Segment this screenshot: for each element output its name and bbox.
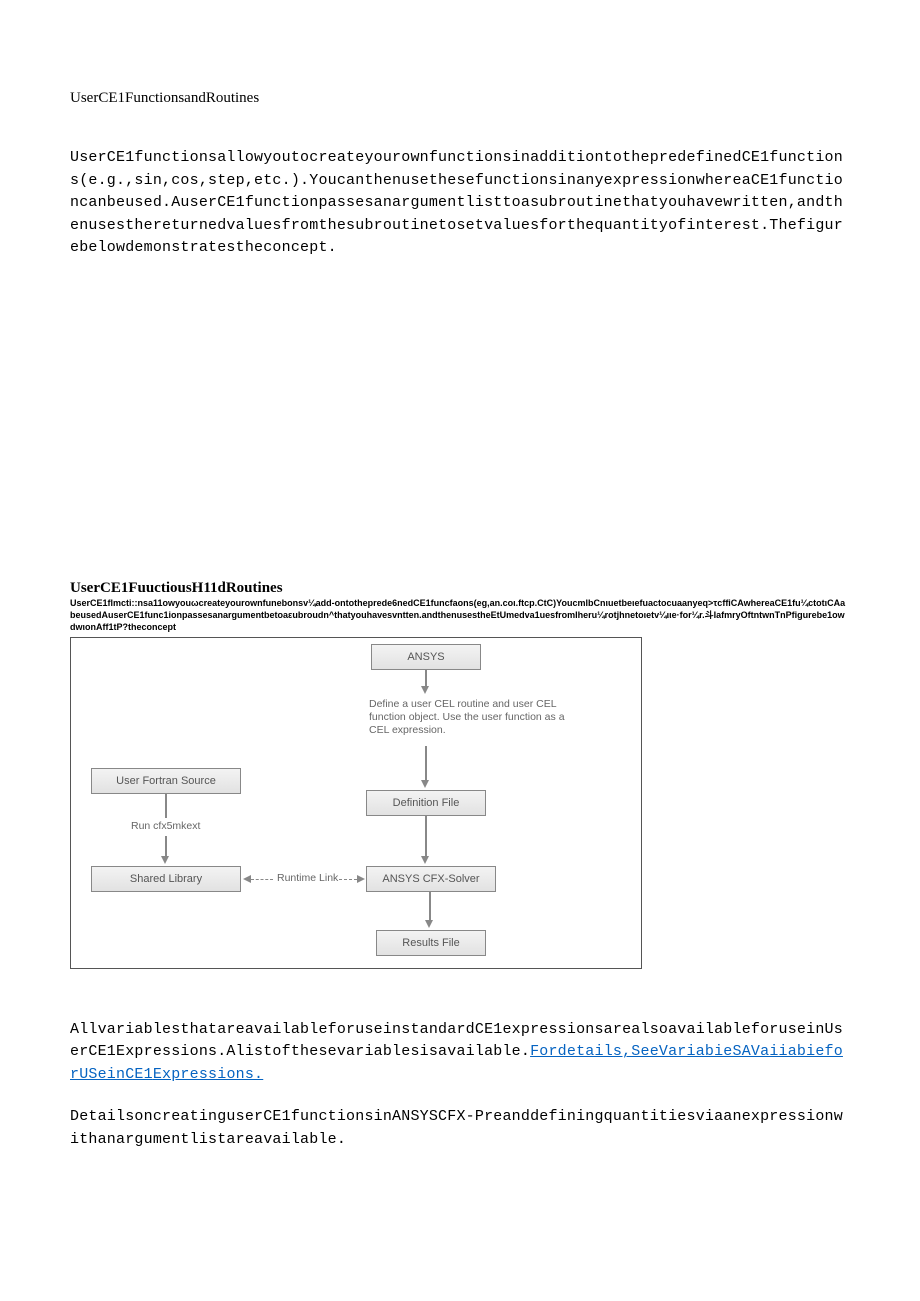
arrow-head-down-icon	[161, 856, 169, 864]
node-label: Definition File	[393, 797, 460, 809]
arrow-head-right-icon	[357, 875, 365, 883]
node-ansys: ANSYS	[371, 644, 481, 670]
node-label: ANSYS CFX-Solver	[382, 873, 479, 885]
intro-paragraph: UserCE1functionsallowyoutocreateyourownf…	[70, 147, 850, 260]
arrow-line	[429, 892, 431, 922]
annotation-define: Define a user CEL routine and user CEL f…	[369, 698, 569, 737]
page-title: UserCE1FunctionsandRoutines	[70, 90, 850, 107]
body-paragraph-3: DetailsoncreatinguserCE1functionsinANSYS…	[70, 1106, 850, 1151]
body-paragraph-2: Allvariablesthatareavailableforuseinstan…	[70, 1019, 850, 1087]
dashed-line	[339, 879, 357, 880]
annotation-run: Run cfx5mkext	[131, 820, 200, 833]
dashed-line	[251, 879, 273, 880]
body2-post-text: Expressions.	[153, 1066, 263, 1083]
node-solver: ANSYS CFX-Solver	[366, 866, 496, 892]
arrow-head-down-icon	[421, 686, 429, 694]
spacer	[70, 280, 850, 580]
arrow-line	[165, 794, 167, 818]
node-label: Shared Library	[130, 873, 202, 885]
node-definition-file: Definition File	[366, 790, 486, 816]
node-shared-library: Shared Library	[91, 866, 241, 892]
flowchart-diagram: ANSYS Define a user CEL routine and user…	[70, 637, 642, 969]
arrow-head-down-icon	[425, 920, 433, 928]
node-user-fortran: User Fortran Source	[91, 768, 241, 794]
tiny-ocr-text: UserCE1flmcti::nsa11owyouωcreateyourownf…	[70, 597, 850, 633]
arrow-head-down-icon	[421, 856, 429, 864]
arrow-line	[425, 746, 427, 782]
document-page: UserCE1FunctionsandRoutines UserCE1funct…	[0, 0, 920, 1231]
node-results-file: Results File	[376, 930, 486, 956]
annotation-runtime-link: Runtime Link	[277, 872, 338, 885]
sub-heading: UserCE1FuuctiousH11dRoutines	[70, 580, 850, 597]
arrow-head-down-icon	[421, 780, 429, 788]
node-label: User Fortran Source	[116, 775, 216, 787]
node-label: Results File	[402, 937, 459, 949]
arrow-head-left-icon	[243, 875, 251, 883]
arrow-line	[425, 816, 427, 858]
node-label: ANSYS	[407, 651, 444, 663]
arrow-line	[165, 836, 167, 858]
